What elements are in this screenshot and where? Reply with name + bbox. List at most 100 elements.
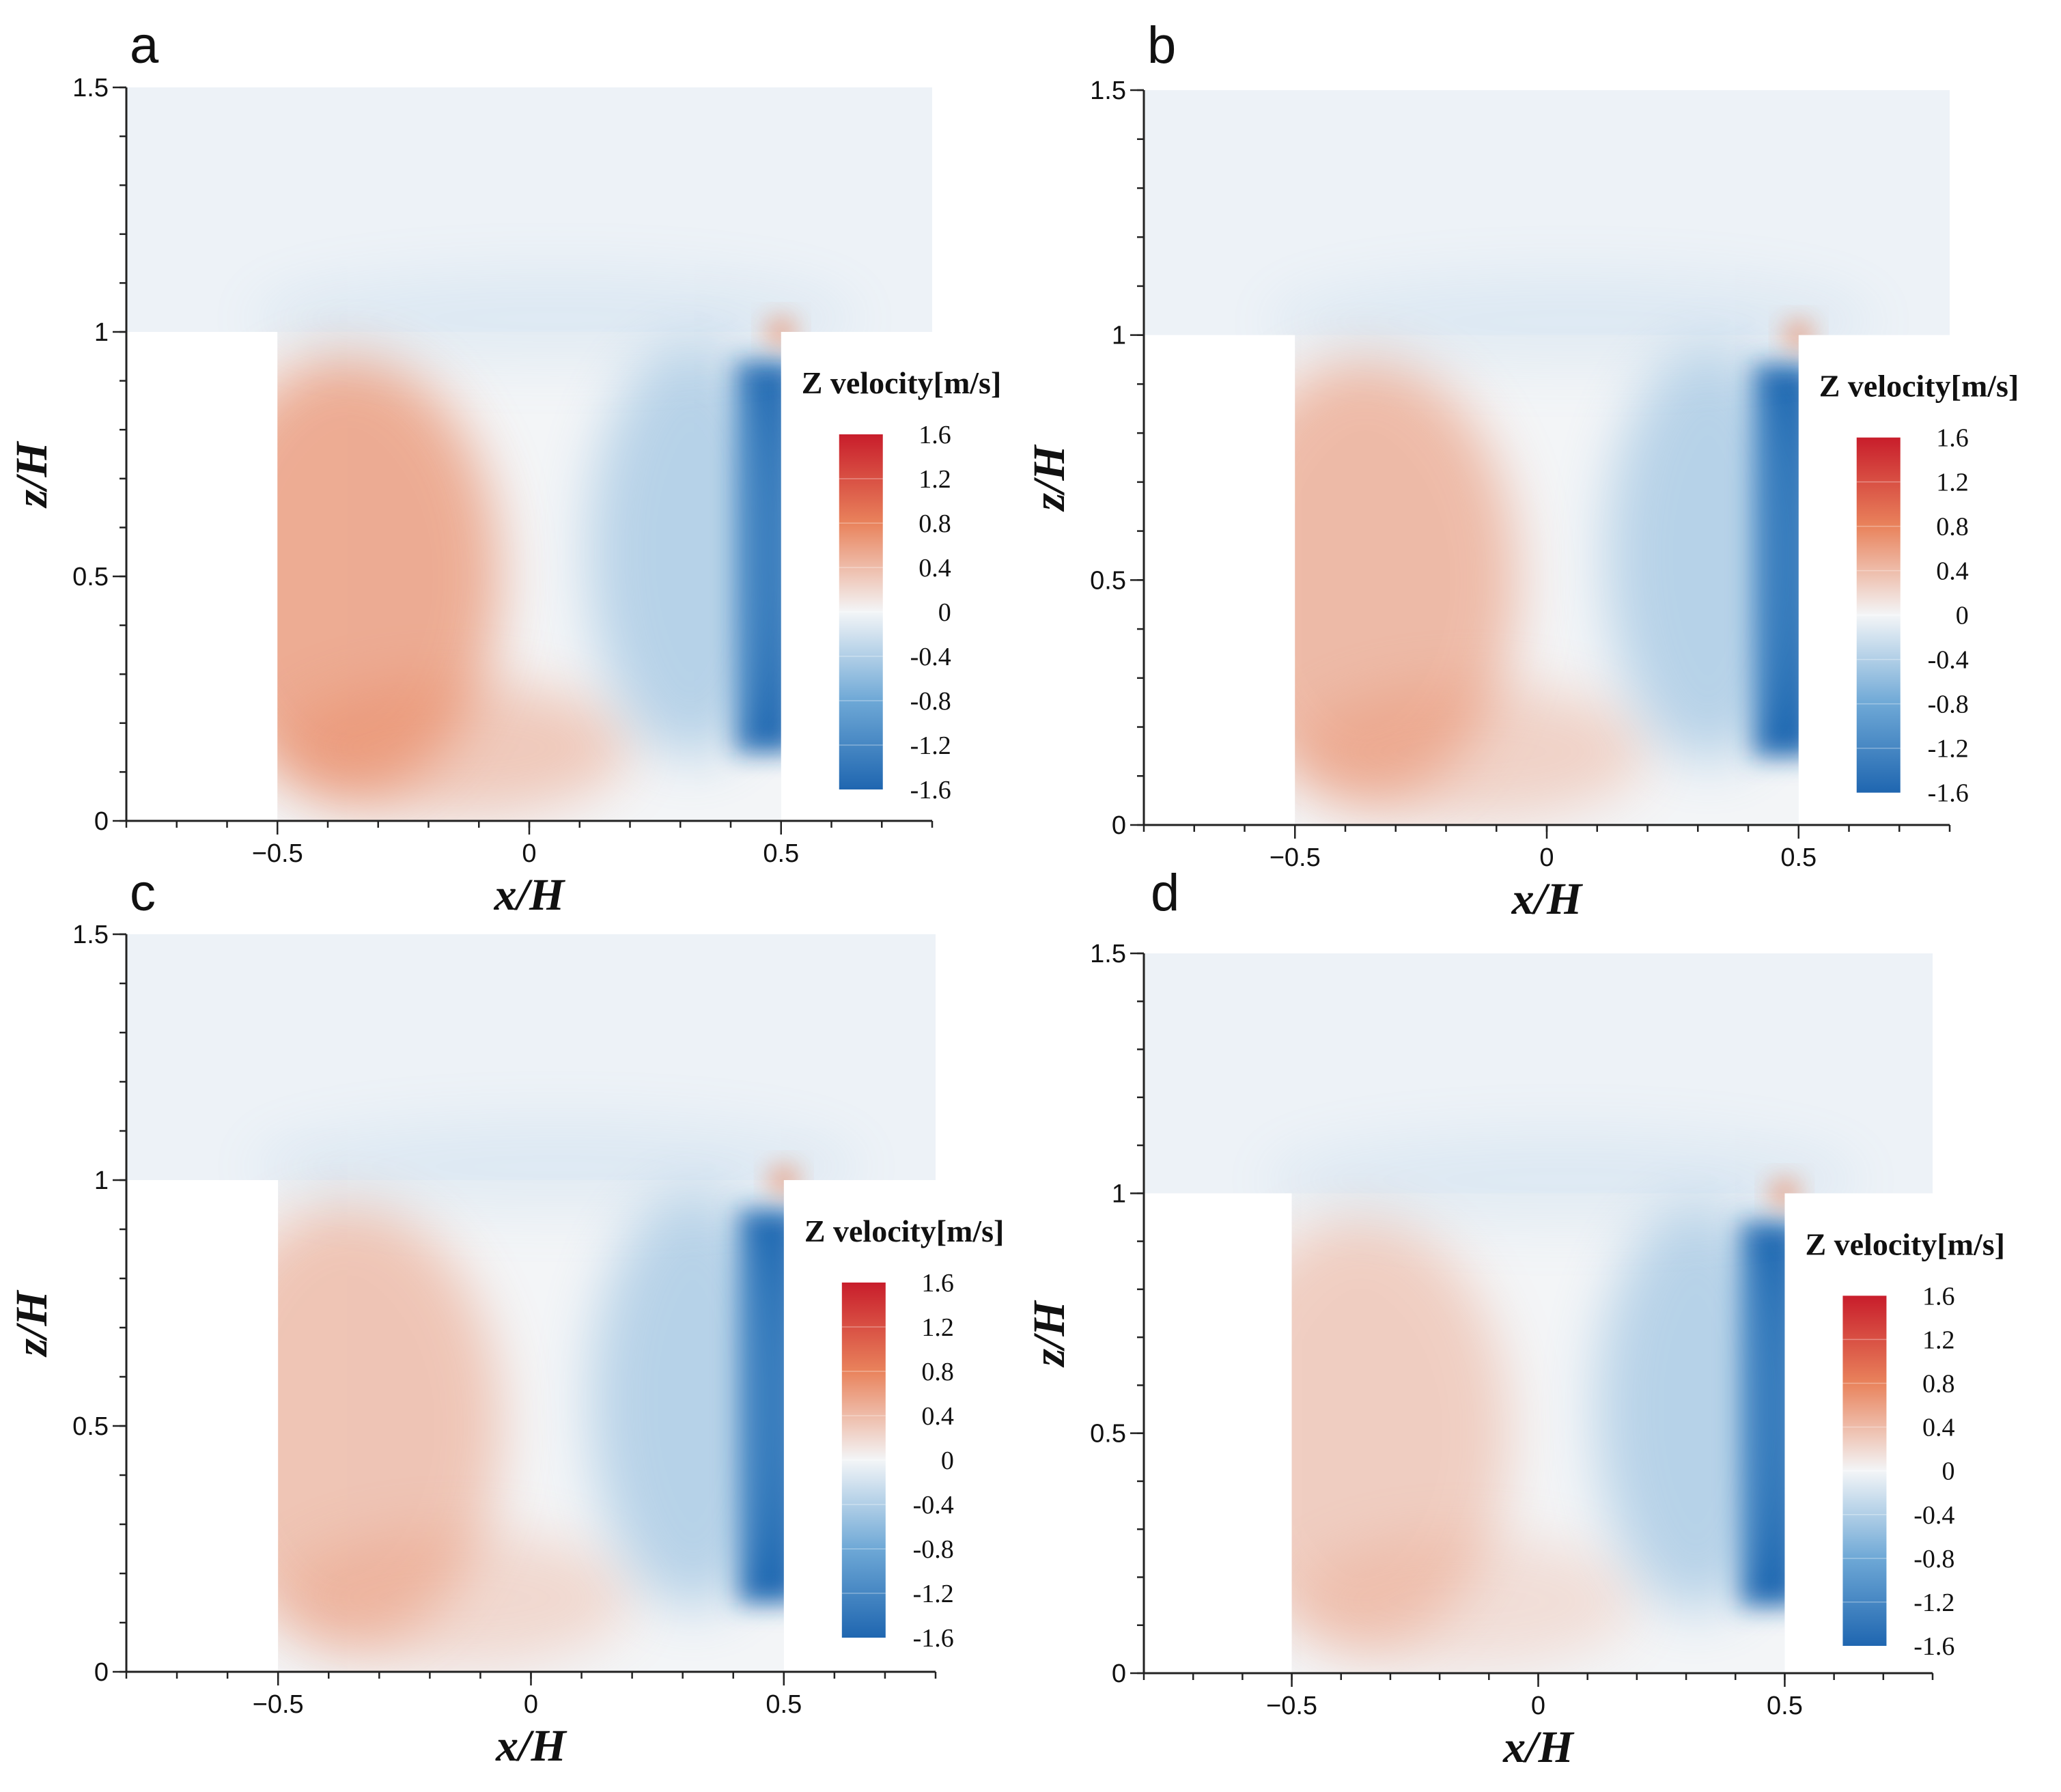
colorbar (1856, 437, 1901, 793)
shear-layer (1267, 1132, 1859, 1228)
shear-layer (252, 270, 857, 366)
panel-letter: b (1147, 16, 1176, 74)
y-tick-label: 0 (1112, 811, 1126, 840)
y-tick-label: 1.5 (1090, 76, 1126, 105)
upward-flow-floor (277, 679, 630, 816)
x-tick-label: 0.5 (763, 839, 799, 868)
shear-layer (253, 1119, 860, 1214)
colorbar-label: 1.2 (1936, 468, 1969, 497)
panel-c: 0 0.5 1 1.5 −0.5 0 0.5 x/H z/H c Z velocity[m/s] 1.… (7, 864, 1004, 1771)
y-axis-title: z/H (7, 1289, 57, 1358)
x-tick-label: 0 (1539, 843, 1554, 872)
y-tick-label: 1 (94, 1166, 109, 1195)
downward-flow-halo (591, 1194, 794, 1608)
colorbar-label: 0 (1956, 602, 1969, 630)
y-tick-label: 1.5 (72, 921, 109, 949)
colorbar-label: -0.8 (1928, 690, 1969, 719)
colorbar-label: -0.4 (910, 643, 951, 671)
panel-b: 0 0.5 1 1.5 −0.5 0 0.5 x/H z/H b Z velocity[m/s] 1.… (1024, 16, 2019, 924)
colorbar-label: 0.4 (1922, 1414, 1955, 1442)
panel-d: 0 0.5 1 1.5 −0.5 0 0.5 x/H z/H d Z velocity[m/s] 1.… (1024, 864, 2005, 1772)
colorbar-label: 1.6 (921, 1269, 954, 1298)
y-tick-label: 1 (1112, 1179, 1126, 1208)
colorbar-label: -0.8 (913, 1535, 954, 1564)
y-axis-title: z/H (7, 440, 57, 509)
x-tick-label: 0 (524, 1690, 538, 1719)
upward-flow-floor (1295, 682, 1648, 820)
x-tick-label: 0.5 (766, 1690, 802, 1719)
y-tick-label: 0.5 (72, 1412, 109, 1441)
upward-flow-floor (278, 1529, 632, 1667)
x-axis-title: x/H (494, 870, 566, 920)
colorbar-title: Z velocity[m/s] (804, 1214, 1005, 1248)
panel-letter: d (1151, 864, 1179, 922)
colorbar-label: -1.2 (913, 1580, 954, 1608)
velocity-field (1144, 953, 1933, 1673)
y-tick-label: 0.5 (72, 563, 109, 591)
y-tick-label: 0.5 (1090, 1420, 1126, 1448)
x-axis-title: x/H (495, 1721, 567, 1771)
shear-layer (1270, 273, 1875, 369)
y-tick-label: 1 (94, 318, 109, 347)
x-tick-label: −0.5 (1266, 1692, 1317, 1720)
downward-flow-halo (1597, 1207, 1795, 1611)
colorbar-label: 1.6 (1936, 424, 1969, 453)
y-tick-label: 0 (1112, 1660, 1126, 1688)
x-tick-label: 0 (522, 839, 536, 868)
colorbar-title: Z velocity[m/s] (802, 365, 1002, 400)
colorbar (839, 434, 883, 789)
x-axis-title: x/H (1502, 1722, 1575, 1772)
roof-corner-spot (1769, 1178, 1800, 1209)
colorbar-label: -0.8 (910, 687, 951, 716)
x-tick-label: 0.5 (1780, 843, 1817, 872)
colorbar-label: 0.8 (921, 1358, 954, 1386)
colorbar (841, 1283, 886, 1638)
downward-flow-halo (1607, 350, 1809, 761)
colorbar-title: Z velocity[m/s] (1805, 1227, 2005, 1261)
colorbar-label: 1.2 (1922, 1326, 1955, 1354)
x-tick-label: −0.5 (253, 1690, 304, 1719)
colorbar-label: -0.4 (1913, 1501, 1954, 1530)
colorbar-title: Z velocity[m/s] (1819, 369, 2019, 404)
colorbar-label: 0.4 (919, 554, 951, 583)
colorbar-label: -1.2 (1928, 735, 1969, 764)
y-tick-label: 1.5 (72, 74, 109, 102)
x-tick-label: 0 (1531, 1692, 1545, 1720)
colorbar-label: -0.8 (1913, 1545, 1954, 1573)
y-tick-label: 0 (94, 807, 109, 836)
downward-flow-halo (589, 346, 791, 757)
velocity-field (1144, 90, 1950, 825)
colorbar-label: 0.4 (1936, 557, 1969, 586)
colorbar-label: 0.8 (1922, 1370, 1955, 1399)
colorbar-label: 1.6 (919, 421, 951, 449)
panel-letter: c (130, 864, 156, 922)
colorbar-label: -1.2 (1913, 1588, 1954, 1617)
colorbar-label: 1.2 (919, 465, 951, 494)
colorbar-label: 0 (1941, 1457, 1954, 1486)
panel-letter: a (130, 16, 159, 74)
colorbar-label: -1.2 (910, 731, 951, 760)
x-tick-label: −0.5 (252, 839, 303, 868)
y-tick-label: 1.5 (1090, 940, 1126, 968)
velocity-field (126, 934, 936, 1672)
upward-flow-floor (1291, 1534, 1637, 1668)
colorbar-label: 0 (938, 598, 951, 627)
y-tick-label: 0.5 (1090, 566, 1126, 595)
roof-corner-spot (766, 317, 796, 347)
colorbar-label: 0.8 (1936, 513, 1969, 542)
colorbar-label: -1.6 (910, 776, 951, 804)
panel-a: 0 0.5 1 1.5 −0.5 0 0.5 x/H z/H a Z velocity[m/s] 1.… (7, 16, 1001, 920)
y-tick-label: 0 (94, 1658, 109, 1687)
x-tick-label: −0.5 (1270, 843, 1321, 872)
y-tick-label: 1 (1112, 322, 1126, 350)
colorbar (1842, 1296, 1887, 1646)
y-axis-title: z/H (1024, 444, 1074, 512)
colorbar-label: 0.4 (921, 1402, 954, 1431)
colorbar-label: -1.6 (1913, 1632, 1954, 1661)
colorbar-label: 1.2 (921, 1313, 954, 1342)
velocity-field (126, 87, 932, 821)
colorbar-label: 0.8 (919, 509, 951, 538)
roof-corner-spot (1783, 320, 1814, 350)
x-tick-label: 0.5 (1767, 1692, 1803, 1720)
